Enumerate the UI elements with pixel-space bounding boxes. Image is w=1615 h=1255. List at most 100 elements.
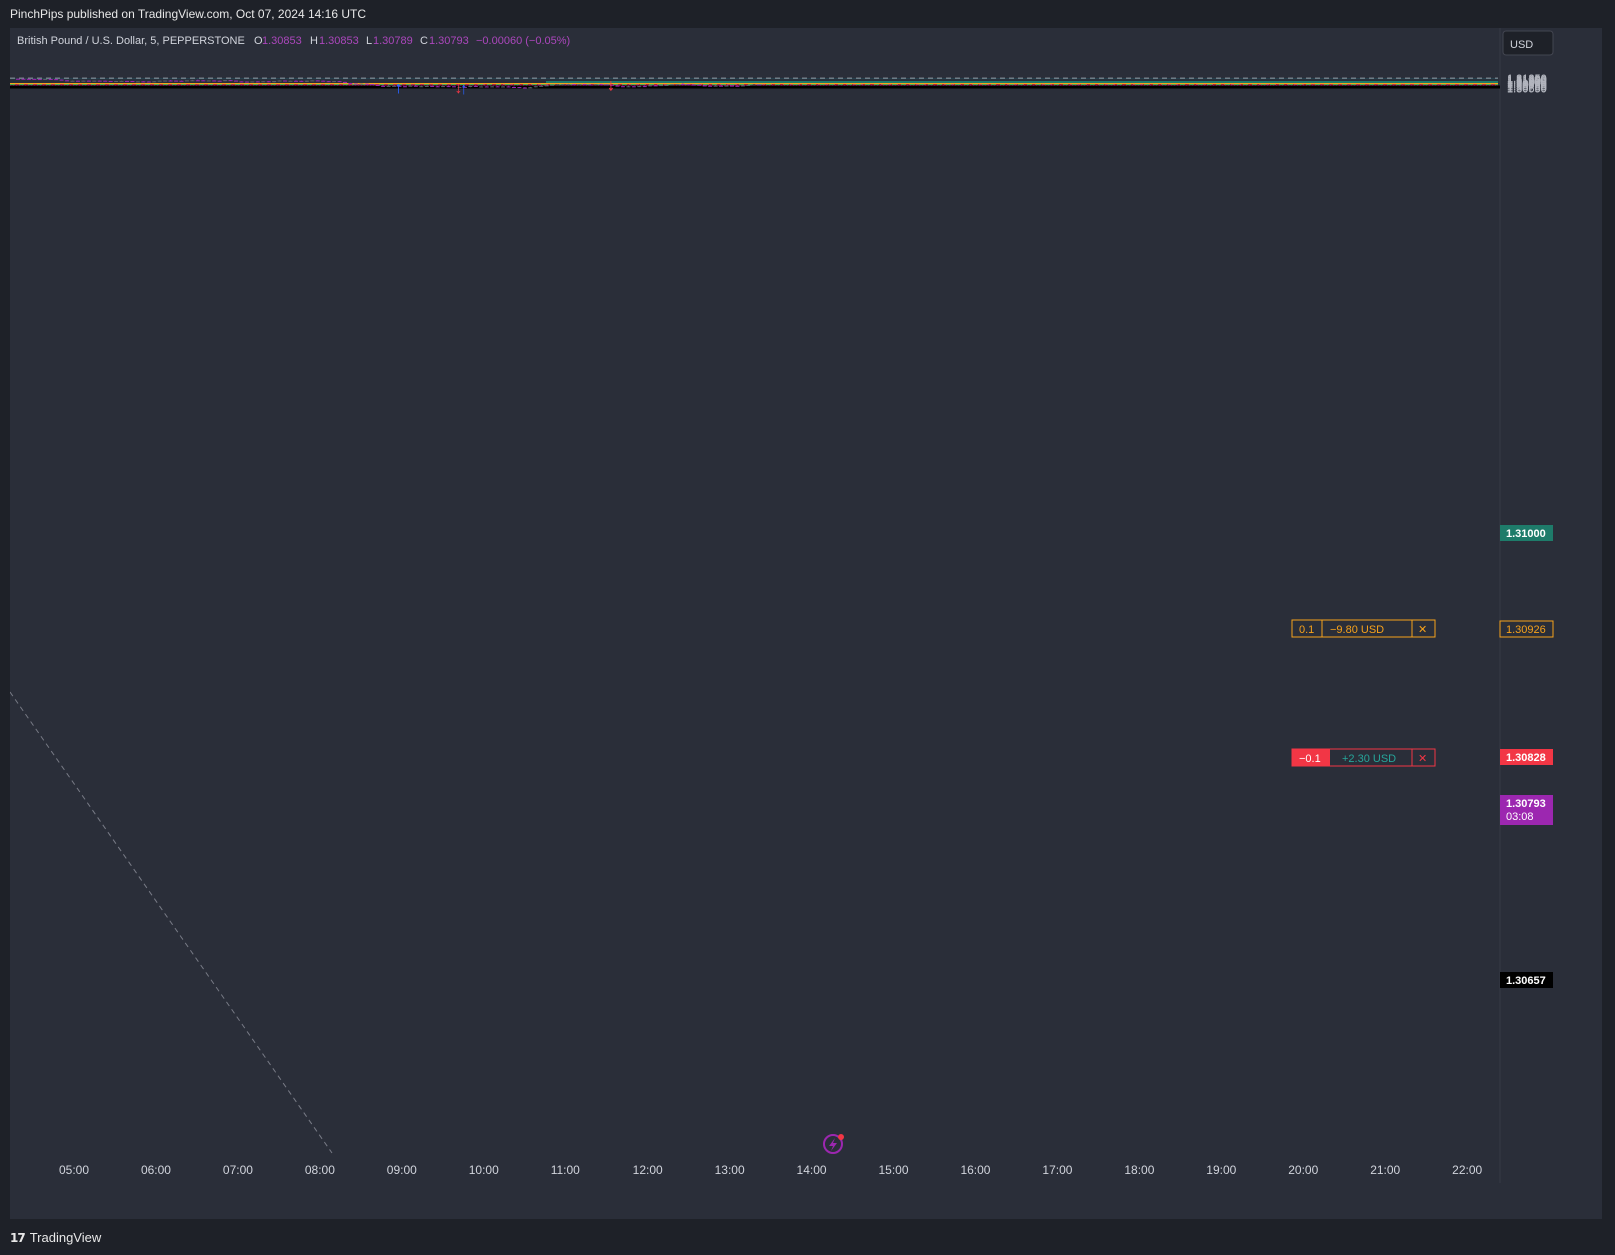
time-tick-label: 15:00: [879, 1163, 909, 1177]
candle-body: [244, 81, 249, 83]
legend-low: 1.30789: [373, 35, 413, 47]
tradingview-logo[interactable]: 17 TradingView: [10, 1230, 101, 1245]
candle-body: [16, 78, 20, 80]
candle-body: [255, 81, 260, 83]
time-tick-label: 08:00: [305, 1163, 335, 1177]
candle-body: [620, 86, 625, 88]
candle-body: [582, 84, 587, 86]
candle-body: [457, 86, 462, 88]
position-qty: −0.1: [1299, 753, 1321, 765]
candle-body: [680, 84, 685, 86]
candle-body: [686, 84, 691, 86]
candle-body: [653, 85, 658, 87]
candle-body: [610, 84, 615, 86]
candle-body: [708, 85, 713, 87]
candle-body: [348, 83, 353, 85]
supply-zone[interactable]: [10, 78, 1498, 80]
candle-body: [234, 80, 238, 82]
candle-body: [719, 85, 724, 87]
candle-body: [631, 86, 636, 88]
candle-body: [310, 80, 315, 82]
candle-body: [130, 81, 135, 83]
legend-c-label: C: [420, 35, 428, 47]
candle-body: [304, 80, 309, 82]
candle-body: [152, 81, 157, 83]
candle-body: [675, 84, 680, 86]
candle-body: [533, 86, 538, 88]
position-label[interactable]: −0.1 +2.30 USD ✕: [1291, 748, 1436, 767]
published-text: PinchPips published on TradingView.com, …: [10, 7, 366, 21]
candle-body: [125, 80, 129, 82]
candle-body: [228, 80, 233, 82]
footer: 17 TradingView: [0, 1222, 1615, 1255]
candle-body: [566, 84, 571, 86]
candle-body: [65, 80, 70, 82]
time-tick-label: 17:00: [1042, 1163, 1072, 1177]
candle-body: [326, 81, 331, 83]
candle-body: [81, 80, 86, 82]
order-close-icon[interactable]: ✕: [1418, 624, 1427, 636]
candle-body: [108, 81, 113, 83]
candle-body: [473, 85, 478, 87]
candle-body: [702, 85, 707, 87]
position-close-icon[interactable]: ✕: [1418, 753, 1427, 765]
time-tick-label: 06:00: [141, 1163, 171, 1177]
candle-body: [746, 84, 751, 86]
candle-body: [206, 80, 211, 82]
candle-body: [146, 81, 151, 83]
legend-l-label: L: [366, 35, 372, 47]
candle-body: [26, 78, 31, 80]
candle-body: [642, 86, 647, 88]
currency-button[interactable]: USD: [1502, 30, 1554, 56]
legend-o-label: O: [254, 35, 263, 47]
chart-panel[interactable]: ↑ ↑ ↓ ↑ ↓ ↓ 1.31350 1.31300 1.31250 1.31200 1.311…: [10, 28, 1602, 1219]
candle-body: [517, 87, 522, 89]
candle-body: [577, 84, 582, 86]
candle-body: [70, 80, 75, 82]
candle-body: [157, 80, 162, 82]
candlestick-chart[interactable]: ↑↑ ↓↑ ↓↓ 1.313501.313001.312501.312001.311…: [10, 28, 1602, 1219]
svg-text:USD[interactable]: USD: [1510, 39, 1533, 51]
candle-body: [201, 80, 206, 82]
candle-body: [119, 80, 124, 82]
svg-text:1.30828: 1.30828: [1506, 752, 1546, 764]
trend-line[interactable]: [10, 691, 333, 1154]
legend-ohlc: O 1.30853 H 1.30853 L 1.30789 C 1.30793 …: [254, 35, 570, 47]
order-qty: 0.1: [1299, 624, 1314, 636]
candle-body: [239, 81, 244, 83]
time-tick-label: 22:00: [1452, 1163, 1482, 1177]
candle-body: [419, 86, 424, 88]
order-price-tag: 1.30926: [1499, 620, 1554, 638]
candle-body: [751, 84, 756, 86]
candle-body: [724, 85, 729, 87]
legend-h-label: H: [310, 35, 318, 47]
time-tick-label: 09:00: [387, 1163, 417, 1177]
candle-body: [588, 84, 593, 86]
candle-body: [664, 84, 669, 86]
last-price-tag: 1.30793 03:08: [1500, 795, 1553, 825]
price-tick-label: 1.31300: [1507, 74, 1547, 86]
candle-body: [462, 86, 467, 88]
candle-body: [223, 80, 228, 82]
support-price-tag: 1.30657: [1500, 972, 1553, 988]
time-tick-label: 11:00: [551, 1163, 580, 1177]
candle-body: [697, 84, 702, 86]
price-tick-label: 1.30700: [1507, 81, 1547, 93]
order-pnl: −9.80 USD: [1330, 624, 1384, 636]
sell-arrow-icon: ↓: [454, 80, 462, 97]
candle-body: [408, 85, 413, 87]
order-label[interactable]: 0.1 −9.80 USD ✕: [1291, 619, 1436, 638]
lightning-icon[interactable]: [823, 1134, 844, 1154]
candle-body: [555, 84, 560, 86]
published-header: PinchPips published on TradingView.com, …: [0, 0, 1615, 28]
price-tick-label: 1.31350: [1507, 73, 1547, 85]
candle-body: [435, 86, 440, 88]
candle-body: [402, 86, 407, 88]
tp-price-tag: 1.31000: [1500, 525, 1553, 541]
candle-body: [397, 85, 402, 87]
candle-body: [277, 80, 282, 82]
candle-body: [413, 85, 418, 87]
position-pnl: +2.30 USD: [1342, 753, 1396, 765]
candle-body: [691, 84, 696, 86]
candle-body: [757, 84, 762, 86]
